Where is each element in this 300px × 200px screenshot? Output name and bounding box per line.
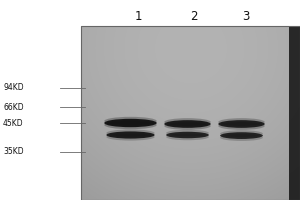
Ellipse shape (104, 117, 157, 125)
Ellipse shape (164, 118, 211, 126)
Bar (81, 26, 300, 200)
Text: 66KD: 66KD (3, 102, 24, 112)
Ellipse shape (218, 118, 265, 126)
Ellipse shape (164, 120, 211, 128)
Bar (289, 26, 300, 200)
Text: 1: 1 (134, 9, 142, 22)
Ellipse shape (104, 121, 157, 129)
Text: 45KD: 45KD (3, 118, 24, 128)
Ellipse shape (220, 134, 263, 141)
Ellipse shape (164, 122, 211, 130)
Text: 94KD: 94KD (3, 83, 24, 92)
Text: 35KD: 35KD (3, 148, 24, 156)
Ellipse shape (166, 132, 209, 138)
Ellipse shape (218, 122, 265, 130)
Ellipse shape (220, 132, 263, 139)
Text: 2: 2 (190, 9, 197, 22)
Ellipse shape (104, 119, 157, 127)
Ellipse shape (218, 120, 265, 128)
Ellipse shape (166, 130, 209, 136)
Ellipse shape (166, 134, 209, 140)
Ellipse shape (106, 129, 155, 137)
Ellipse shape (220, 130, 263, 137)
Ellipse shape (106, 133, 155, 141)
Text: 3: 3 (242, 9, 250, 22)
Ellipse shape (106, 131, 155, 139)
